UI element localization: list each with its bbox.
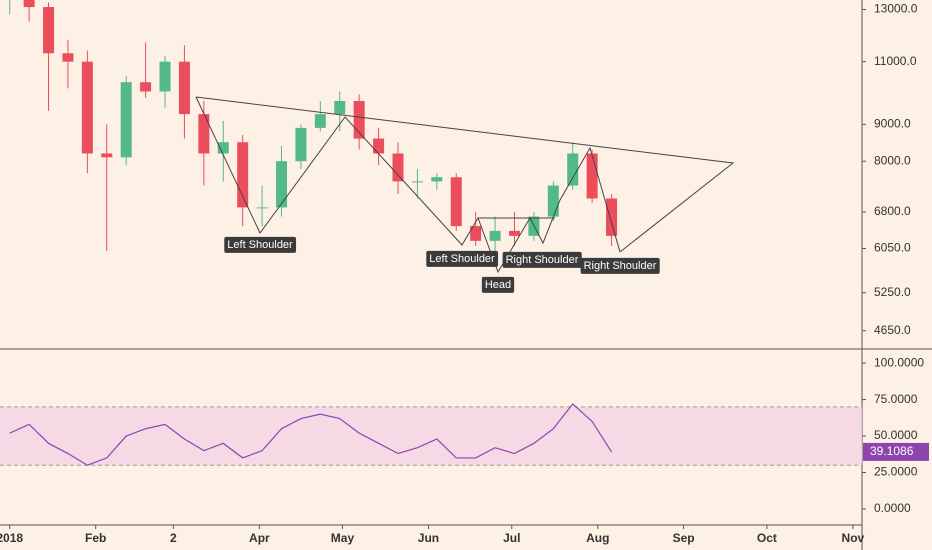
candle-body xyxy=(237,142,249,208)
x-tick-label: Jun xyxy=(418,531,439,545)
candle-body xyxy=(470,226,482,241)
x-tick-label: Aug xyxy=(586,531,609,545)
candle-body xyxy=(353,100,365,139)
candle-body xyxy=(140,82,152,92)
candle-body xyxy=(314,114,326,128)
x-tick-label: Sep xyxy=(673,531,695,545)
annotation-label: Head xyxy=(485,279,511,291)
x-tick-label: 2 xyxy=(170,531,177,545)
candle-body xyxy=(276,161,288,208)
candle-body xyxy=(178,61,190,115)
candle-body xyxy=(198,114,210,154)
candle-body xyxy=(120,82,132,158)
y-tick-label: 0.0000 xyxy=(874,501,911,515)
annotation-box xyxy=(224,236,297,253)
annotation-box xyxy=(426,250,499,267)
candle-body xyxy=(508,230,520,236)
candle-body xyxy=(450,177,462,227)
x-tick-label: Jul xyxy=(503,531,520,545)
y-tick-label: 25.0000 xyxy=(874,465,918,479)
candle-body xyxy=(62,53,74,62)
candle-body xyxy=(586,153,598,199)
y-tick-label: 50.0000 xyxy=(874,428,918,442)
y-tick-label: 11000.0 xyxy=(874,54,917,68)
y-tick-label: 8000.0 xyxy=(874,153,911,167)
candle-body xyxy=(295,127,307,162)
x-tick-label: 2018 xyxy=(0,531,23,545)
candle-body xyxy=(256,207,268,209)
annotation-box xyxy=(481,276,515,293)
last-value-box xyxy=(863,442,929,461)
y-tick-label: 5250.0 xyxy=(874,285,911,299)
annotation-label: Left Shoulder xyxy=(429,253,495,265)
candle-body xyxy=(334,100,346,115)
candle-body xyxy=(567,153,579,186)
annotation-box xyxy=(580,257,660,274)
annotations: Left Shoulder Left Shoulder Head Right Shou… xyxy=(224,236,660,293)
y-tick-label: 6800.0 xyxy=(874,204,911,218)
candle-body xyxy=(411,181,423,183)
rsi-panel xyxy=(0,403,862,466)
candle-body xyxy=(606,198,618,236)
annotation-label: Right Shoulder xyxy=(584,260,657,272)
x-tick-label: Apr xyxy=(249,531,270,545)
candle-body xyxy=(23,0,35,8)
last-value-label: 39.1086 xyxy=(870,444,914,458)
x-tick-label: May xyxy=(331,531,355,545)
candle-body xyxy=(489,230,501,241)
rsi-band xyxy=(0,406,862,466)
zigzag xyxy=(195,96,621,274)
candle-body xyxy=(431,177,443,182)
candle-body xyxy=(101,153,113,158)
y-tick-label: 4650.0 xyxy=(874,323,911,337)
candle-body xyxy=(43,7,55,54)
pattern-drawing xyxy=(195,96,735,274)
candle-body xyxy=(373,138,385,154)
candle-body xyxy=(392,153,404,182)
x-tick-label: Nov xyxy=(842,531,865,545)
y-tick-label: 9000.0 xyxy=(874,117,911,131)
rsi-line xyxy=(9,403,613,466)
candle-body xyxy=(217,142,229,154)
x-tick-label: Oct xyxy=(757,531,777,545)
y-tick-label: 13000.0 xyxy=(874,2,918,16)
y-tick-label: 75.0000 xyxy=(874,392,918,406)
x-tick-label: Feb xyxy=(85,531,106,545)
y-tick-label: 6050.0 xyxy=(874,241,911,255)
candles xyxy=(9,0,618,265)
candle-body xyxy=(547,185,559,217)
annotation-label: Right Shoulder xyxy=(506,254,579,266)
annotation-box xyxy=(502,251,582,268)
y-tick-label: 100.0000 xyxy=(874,355,924,369)
trend-lines xyxy=(195,96,735,253)
candle-body xyxy=(159,61,171,92)
candle-body xyxy=(81,61,93,154)
annotation-label: Left Shoulder xyxy=(227,239,293,251)
